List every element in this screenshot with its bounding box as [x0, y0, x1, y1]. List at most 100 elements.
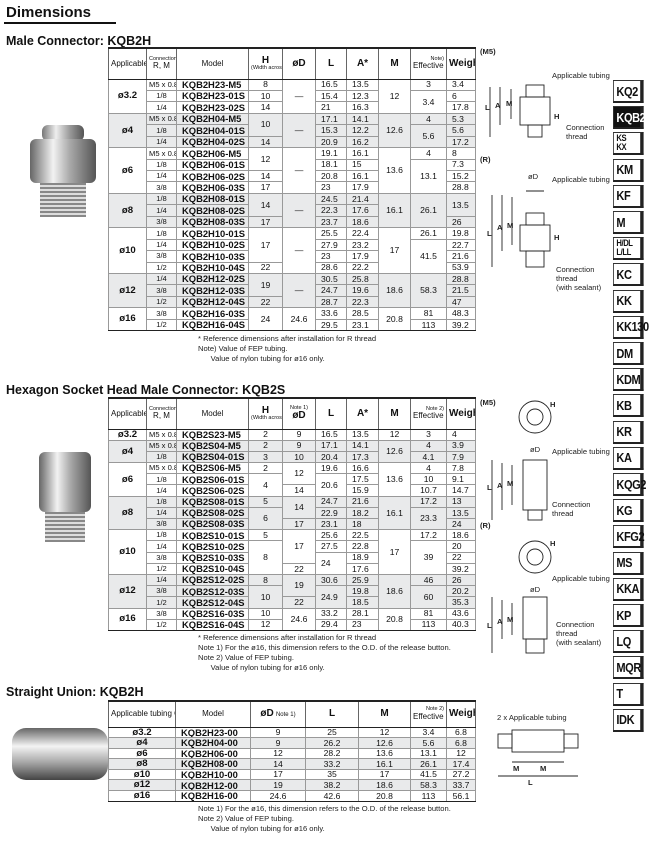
- cell-m: 16.1: [358, 758, 411, 770]
- side-tab-label: KF: [616, 188, 631, 204]
- cell-tubing-od: ø8: [108, 495, 147, 531]
- side-tab-label: KR: [616, 424, 632, 440]
- side-tab-kp[interactable]: KP: [613, 604, 644, 627]
- side-tab-kg[interactable]: KG: [613, 499, 644, 523]
- label-H: H: [554, 233, 560, 242]
- cell-d: 17: [282, 529, 316, 564]
- cell-model: KQB2S16-03S: [176, 607, 249, 620]
- cell-thread: 1/2: [146, 618, 177, 631]
- side-tab-kdm[interactable]: KDM: [613, 368, 644, 392]
- side-tab-idk[interactable]: IDK: [613, 708, 644, 732]
- cell-l: 27.9: [315, 238, 347, 252]
- cell-l: 29.5: [315, 318, 347, 332]
- cell-h: 14: [248, 169, 283, 183]
- cell-thread: 1/4: [146, 204, 177, 217]
- side-tab-ms[interactable]: MS: [613, 551, 644, 575]
- label-M: M: [513, 764, 520, 773]
- header-text: Model: [201, 58, 224, 68]
- cell-model: KQB2H10-01S: [176, 227, 249, 240]
- side-tab-kb[interactable]: KB: [613, 394, 644, 418]
- side-tab-lq[interactable]: LQ: [613, 630, 644, 654]
- cell-weight: 26: [446, 215, 476, 229]
- label-M: M: [507, 221, 514, 230]
- cell-a: 23.2: [346, 238, 379, 252]
- side-tab-label: KDM: [616, 371, 641, 387]
- cell-l: 42.6: [305, 790, 359, 802]
- side-tab-kqg2[interactable]: KQG2: [613, 473, 646, 496]
- cell-m: 18.6: [378, 573, 411, 609]
- label-A: A: [497, 617, 503, 626]
- cell-weight: 39.2: [446, 562, 476, 575]
- cell-a: 21.6: [346, 495, 379, 508]
- cell-l: 22.3: [315, 204, 347, 217]
- label-thread: thread: [556, 629, 578, 638]
- side-tab-h-dl-l-ll[interactable]: H/DL L/LL: [613, 237, 644, 261]
- side-tab-label: KQ2: [616, 83, 638, 99]
- side-tab-ka[interactable]: KA: [613, 446, 644, 470]
- side-tab-dm[interactable]: DM: [613, 342, 644, 365]
- label-L: L: [485, 103, 490, 112]
- side-tab-kk130[interactable]: KK130: [613, 315, 649, 339]
- cell-effective-area: 17.2: [410, 529, 447, 542]
- cell-model: KQB2S10-03S: [176, 551, 249, 564]
- header-model: Model: [176, 397, 249, 430]
- header-model: Model: [176, 47, 249, 80]
- side-tab-ks-kx[interactable]: KS KX: [613, 132, 644, 156]
- header-text: Note 2): [425, 706, 444, 713]
- cell-a: 14.1: [346, 112, 379, 126]
- header-text: Applicable tubing O.D. (mm): [111, 58, 147, 68]
- cell-model: KQB2H08-03S: [176, 215, 249, 229]
- cell-m: 13.6: [358, 747, 411, 760]
- label-applicable-tubing: Applicable tubing: [552, 175, 610, 184]
- cell-weight: 7.9: [446, 450, 476, 464]
- cell-l: 15.4: [315, 89, 347, 103]
- table-row: ø3.2 M5 x 0.8 KQB2S23-M5 2 9 16.5 13.5 12 3 4: [108, 428, 476, 441]
- cell-m: 12.6: [378, 112, 411, 149]
- cell-a: 13.5: [346, 428, 379, 441]
- side-tab-label: KK130: [616, 319, 649, 335]
- side-tab-kk[interactable]: KK: [613, 289, 644, 313]
- cell-a: 22.4: [346, 227, 379, 240]
- cell-h: 4: [248, 473, 283, 497]
- table-row: 1/2 KQB2H16-04S 29.5 23.1 113 39.2: [109, 318, 476, 332]
- side-tab-m[interactable]: M: [613, 211, 644, 234]
- cell-a: 19.6: [346, 284, 379, 297]
- cell-a: 22.3: [346, 295, 379, 309]
- cell-a: 15.9: [346, 484, 379, 497]
- cell-weight: 6: [446, 89, 476, 103]
- cell-weight: 18.6: [446, 529, 476, 542]
- cell-a: 17.5: [346, 473, 379, 486]
- side-tab-mqr[interactable]: MQR: [613, 656, 644, 680]
- side-tab-kr[interactable]: KR: [613, 420, 644, 444]
- table-row: ø10 1/8 KQB2S10-01S 5 17 25.6 22.5 17 17.2 18.6: [108, 529, 476, 575]
- header-h: H(Width across flat): [248, 397, 283, 430]
- cell-effective-area: 81: [410, 607, 447, 620]
- side-tab-kfg2[interactable]: KFG2: [613, 525, 645, 549]
- side-tab-km[interactable]: KM: [613, 158, 644, 182]
- header-h: H(Width across flat): [248, 47, 283, 80]
- table-row: 1/8 KQB2H04-01S 15.3 12.2 5.6 5.6: [109, 124, 476, 149]
- side-tab-kka[interactable]: KKA: [613, 577, 644, 601]
- cell-h: 14: [248, 135, 283, 149]
- side-tab-kqb2[interactable]: KQB2: [613, 106, 646, 130]
- cell-h: 14: [248, 101, 283, 114]
- side-tab-t[interactable]: T: [613, 682, 644, 706]
- cell-a: 17.3: [346, 450, 379, 464]
- cell-l: 23: [315, 181, 347, 194]
- header-tubing: Applicable tubing O.D. (mm): [108, 397, 147, 430]
- side-tab-kf[interactable]: KF: [613, 184, 644, 208]
- cell-d: 12: [250, 747, 306, 760]
- cell-weight: 3.4: [446, 78, 476, 91]
- label-r: (R): [480, 521, 491, 530]
- cell-effective-area: 4: [410, 462, 447, 475]
- title-underline: [4, 22, 116, 24]
- cell-a: 12.3: [346, 89, 379, 103]
- cell-m: 13.6: [378, 147, 411, 194]
- cell-l: 20.4: [315, 450, 347, 464]
- side-tab-label: KX: [616, 142, 627, 153]
- label-connection: Connection: [556, 620, 595, 629]
- label-M: M: [506, 99, 513, 108]
- side-tab-kc[interactable]: KC: [613, 263, 644, 287]
- cell-model: KQB2H06-02S: [176, 169, 249, 183]
- side-tab-kq2[interactable]: KQ2: [613, 80, 644, 103]
